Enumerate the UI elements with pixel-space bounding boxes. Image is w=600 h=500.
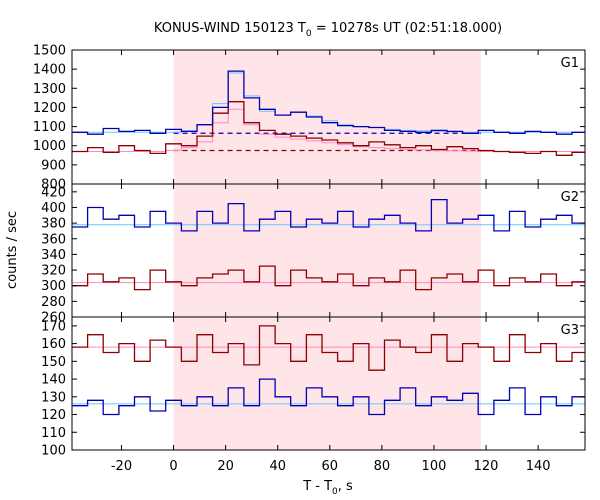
y-tick-label: 800 bbox=[41, 178, 66, 193]
x-tick-label: 20 bbox=[217, 459, 234, 474]
panel-label: G2 bbox=[561, 190, 579, 205]
x-tick-label: 140 bbox=[526, 459, 551, 474]
y-tick-label: 400 bbox=[41, 201, 66, 216]
y-tick-label: 380 bbox=[41, 217, 66, 232]
y-tick-label: 1100 bbox=[33, 120, 66, 135]
y-tick-label: 260 bbox=[41, 311, 66, 326]
y-tick-label: 140 bbox=[41, 373, 66, 388]
x-tick-label: 80 bbox=[374, 459, 391, 474]
y-tick-label: 1000 bbox=[33, 139, 66, 154]
panel-label: G3 bbox=[561, 323, 579, 338]
y-tick-label: 300 bbox=[41, 279, 66, 294]
y-tick-label: 110 bbox=[41, 426, 66, 441]
series-red-line bbox=[72, 101, 585, 156]
x-tick-label: 40 bbox=[269, 459, 286, 474]
y-tick-label: 1500 bbox=[33, 44, 66, 59]
y-tick-label: 340 bbox=[41, 248, 66, 263]
y-axis-label: counts / sec bbox=[5, 211, 20, 289]
y-tick-label: 1400 bbox=[33, 63, 66, 78]
y-tick-label: 360 bbox=[41, 232, 66, 247]
panel-g3: 100 110 120 130 140 150 160 170 G3 bbox=[41, 316, 586, 459]
burst-interval-highlight bbox=[173, 50, 481, 450]
chart-title: KONUS-WIND 150123 T0 = 10278s UT (02:51:… bbox=[154, 21, 502, 39]
x-tick-label: 60 bbox=[322, 459, 339, 474]
y-tick-label: 1200 bbox=[33, 101, 66, 116]
y-tick-label: 100 bbox=[41, 444, 66, 459]
y-tick-label: 280 bbox=[41, 295, 66, 310]
series-blue-line bbox=[72, 198, 585, 232]
x-tick-label: -20 bbox=[111, 459, 132, 474]
series-blue-line bbox=[72, 70, 585, 135]
y-tick-label: 130 bbox=[41, 390, 66, 405]
panel-label: G1 bbox=[561, 56, 579, 71]
series-blue-line bbox=[72, 378, 585, 416]
x-tick-label: 0 bbox=[169, 459, 177, 474]
y-tick-label: 420 bbox=[41, 185, 66, 200]
x-tick-label: 120 bbox=[474, 459, 499, 474]
x-axis-label: T - T0, s bbox=[302, 479, 353, 497]
y-tick-label: 320 bbox=[41, 264, 66, 279]
panel-g1: 800 900 1000 1100 1200 1300 1400 1500 G1 bbox=[33, 44, 586, 193]
y-tick-label: 1300 bbox=[33, 82, 66, 97]
series-red-line bbox=[72, 265, 585, 291]
y-tick-label: 150 bbox=[41, 355, 66, 370]
y-tick-label: 170 bbox=[41, 319, 66, 334]
y-tick-label: 120 bbox=[41, 408, 66, 423]
series-red-line bbox=[72, 325, 585, 371]
y-tick-label: 160 bbox=[41, 337, 66, 352]
panel-frame bbox=[71, 316, 586, 451]
series-pink-line bbox=[72, 108, 585, 152]
y-tick-label: 900 bbox=[41, 158, 66, 173]
x-tick-label: 100 bbox=[422, 459, 447, 474]
